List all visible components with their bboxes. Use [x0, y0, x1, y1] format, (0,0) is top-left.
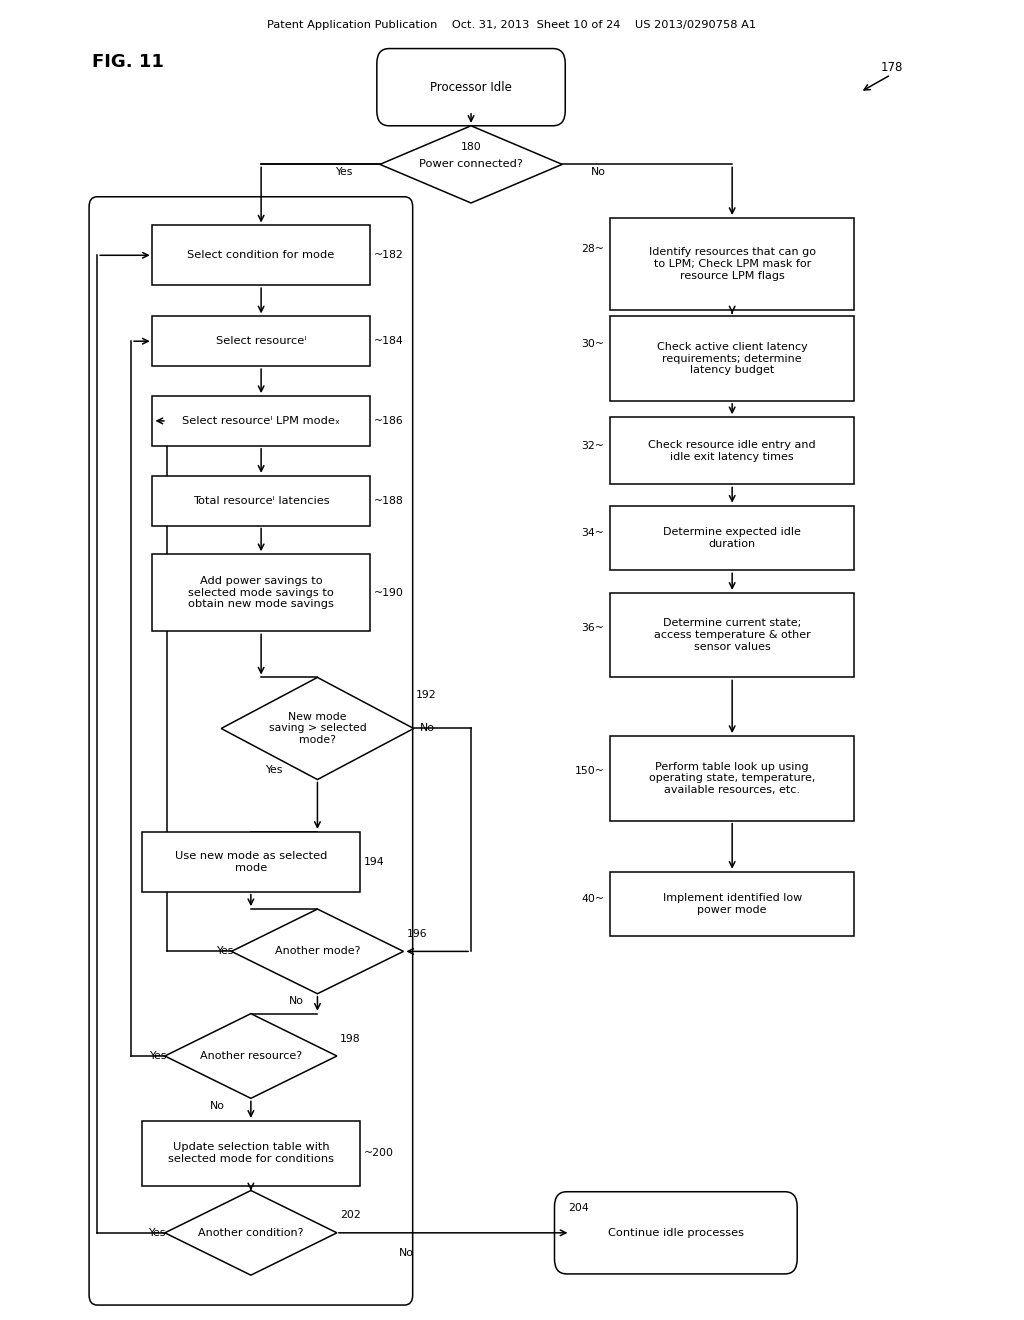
FancyBboxPatch shape	[153, 475, 371, 525]
FancyBboxPatch shape	[153, 554, 371, 631]
Text: FIG. 11: FIG. 11	[92, 53, 164, 71]
Text: Check active client latency
requirements; determine
latency budget: Check active client latency requirements…	[656, 342, 808, 375]
Text: Continue idle processes: Continue idle processes	[608, 1228, 743, 1238]
Text: 196: 196	[407, 929, 427, 939]
Text: Select resourceᴵ LPM modeₓ: Select resourceᴵ LPM modeₓ	[182, 416, 340, 426]
Text: 192: 192	[416, 690, 436, 700]
Text: 34~: 34~	[582, 528, 604, 539]
Text: 28~: 28~	[582, 244, 604, 253]
Text: New mode
saving > selected
mode?: New mode saving > selected mode?	[268, 711, 367, 744]
Text: ~190: ~190	[374, 587, 403, 598]
FancyBboxPatch shape	[610, 506, 854, 570]
Text: ~188: ~188	[374, 495, 403, 506]
Text: Identify resources that can go
to LPM; Check LPM mask for
resource LPM flags: Identify resources that can go to LPM; C…	[648, 247, 816, 281]
Text: 32~: 32~	[582, 441, 604, 451]
Text: 194: 194	[364, 857, 384, 867]
Text: Another mode?: Another mode?	[274, 946, 360, 957]
Text: 150~: 150~	[574, 766, 604, 776]
Text: No: No	[420, 723, 435, 734]
FancyBboxPatch shape	[610, 593, 854, 677]
FancyBboxPatch shape	[610, 417, 854, 484]
Polygon shape	[380, 125, 562, 203]
Text: 40~: 40~	[582, 894, 604, 904]
Text: Use new mode as selected
mode: Use new mode as selected mode	[175, 851, 327, 873]
Text: Yes: Yes	[216, 946, 233, 957]
Text: Add power savings to
selected mode savings to
obtain new mode savings: Add power savings to selected mode savin…	[188, 576, 334, 610]
Text: ~200: ~200	[364, 1148, 393, 1158]
Text: 202: 202	[340, 1210, 360, 1221]
Polygon shape	[221, 677, 414, 780]
Text: Perform table look up using
operating state, temperature,
available resources, e: Perform table look up using operating st…	[649, 762, 815, 795]
Text: Implement identified low
power mode: Implement identified low power mode	[663, 894, 802, 915]
Text: Power connected?: Power connected?	[419, 160, 523, 169]
FancyBboxPatch shape	[610, 737, 854, 821]
Text: ~182: ~182	[374, 251, 403, 260]
Text: 36~: 36~	[582, 623, 604, 632]
Text: Check resource idle entry and
idle exit latency times: Check resource idle entry and idle exit …	[648, 440, 816, 462]
Text: Yes: Yes	[148, 1228, 166, 1238]
Text: Select resourceᴵ: Select resourceᴵ	[216, 337, 306, 346]
Text: No: No	[289, 997, 304, 1006]
FancyBboxPatch shape	[141, 1121, 360, 1185]
Text: 178: 178	[881, 61, 903, 74]
Text: Total resourceᴵ latencies: Total resourceᴵ latencies	[193, 495, 330, 506]
Polygon shape	[165, 1191, 337, 1275]
Text: 180: 180	[461, 143, 481, 152]
Text: Another resource?: Another resource?	[200, 1051, 302, 1061]
FancyBboxPatch shape	[610, 218, 854, 310]
Polygon shape	[165, 1014, 337, 1098]
Text: ~186: ~186	[374, 416, 403, 426]
FancyBboxPatch shape	[153, 396, 371, 446]
Text: Another condition?: Another condition?	[198, 1228, 304, 1238]
Text: Yes: Yes	[336, 166, 352, 177]
Text: No: No	[210, 1101, 225, 1111]
Text: Determine expected idle
duration: Determine expected idle duration	[664, 527, 801, 549]
FancyBboxPatch shape	[153, 226, 371, 285]
Text: 30~: 30~	[582, 339, 604, 348]
Text: 204: 204	[568, 1203, 589, 1213]
FancyBboxPatch shape	[610, 871, 854, 936]
FancyBboxPatch shape	[141, 832, 360, 891]
Text: Yes: Yes	[150, 1051, 167, 1061]
Polygon shape	[231, 909, 403, 994]
Text: Processor Idle: Processor Idle	[430, 81, 512, 94]
Text: ~184: ~184	[374, 337, 403, 346]
FancyBboxPatch shape	[377, 49, 565, 125]
Text: Determine current state;
access temperature & other
sensor values: Determine current state; access temperat…	[653, 619, 811, 652]
Text: Yes: Yes	[265, 764, 282, 775]
Text: 198: 198	[340, 1034, 360, 1044]
Text: No: No	[399, 1247, 415, 1258]
Text: Patent Application Publication    Oct. 31, 2013  Sheet 10 of 24    US 2013/02907: Patent Application Publication Oct. 31, …	[267, 20, 757, 30]
Text: No: No	[591, 166, 605, 177]
Text: Select condition for mode: Select condition for mode	[187, 251, 335, 260]
FancyBboxPatch shape	[153, 317, 371, 366]
FancyBboxPatch shape	[610, 317, 854, 401]
FancyBboxPatch shape	[555, 1192, 797, 1274]
Text: Update selection table with
selected mode for conditions: Update selection table with selected mod…	[168, 1142, 334, 1164]
